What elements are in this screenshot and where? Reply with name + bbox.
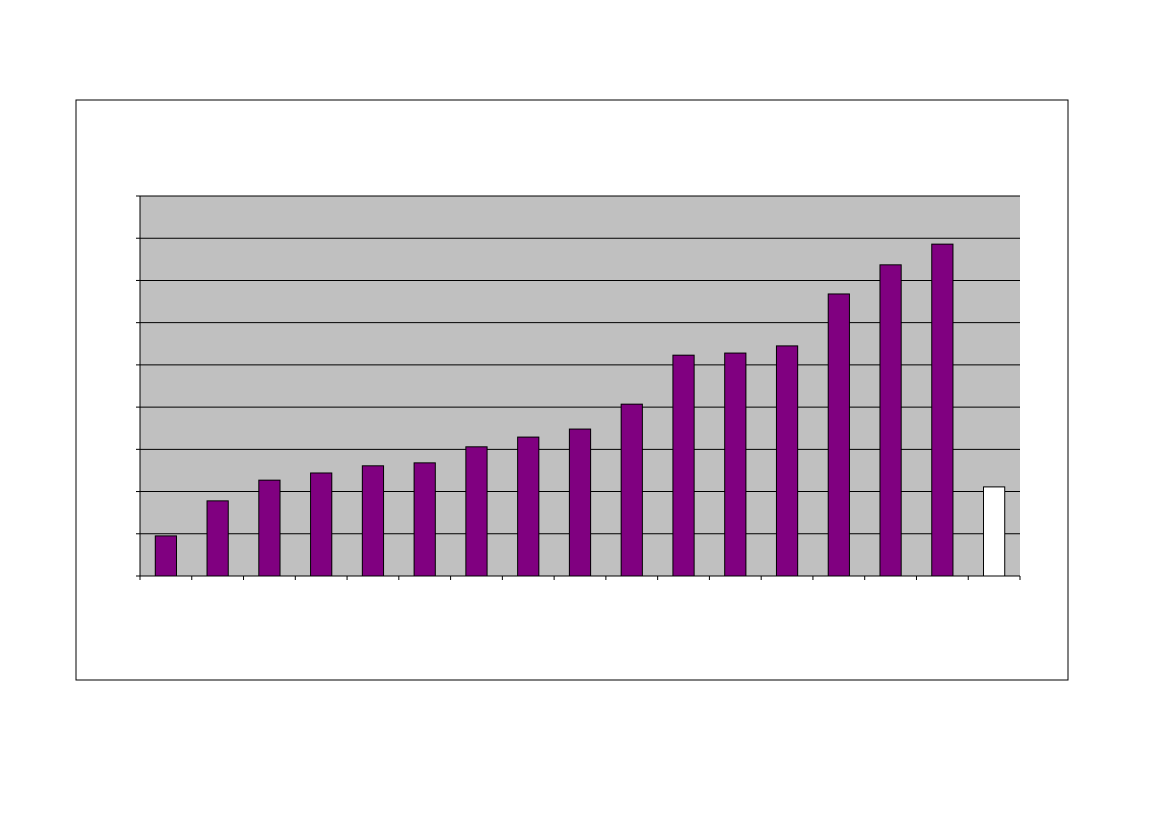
bar <box>672 354 695 577</box>
bar <box>620 403 643 577</box>
plot-area <box>136 195 1021 580</box>
bar <box>775 345 799 577</box>
bar <box>154 535 177 577</box>
bar <box>931 243 954 577</box>
bar <box>724 352 747 577</box>
bar <box>983 486 1006 577</box>
bar <box>568 428 592 577</box>
bar <box>517 436 540 577</box>
bar <box>310 472 333 577</box>
bar <box>206 500 229 577</box>
bar <box>361 465 385 577</box>
bar <box>879 264 902 577</box>
bar <box>258 479 281 577</box>
bar <box>465 446 488 577</box>
bar <box>827 293 850 577</box>
bar <box>413 462 436 577</box>
